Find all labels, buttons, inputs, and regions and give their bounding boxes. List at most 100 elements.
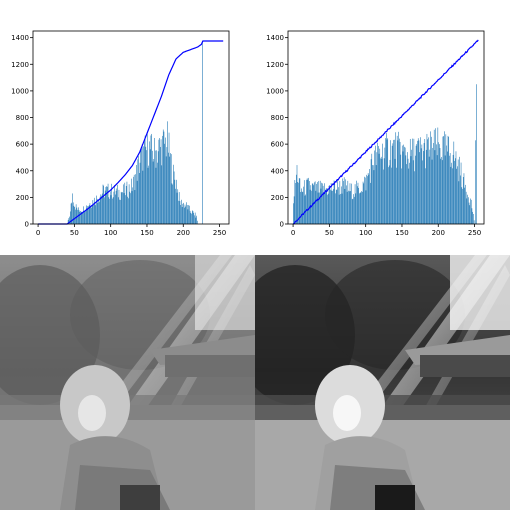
histogram-bar-53	[76, 207, 78, 224]
histogram-bar-183	[170, 154, 172, 224]
histogram-bar-219	[197, 220, 198, 224]
histogram-bar-97	[363, 183, 365, 224]
histogram-bar-143	[141, 144, 143, 224]
x-tick-label: 200	[177, 229, 190, 237]
histogram-bar-86	[355, 193, 357, 224]
y-tick-label: 1000	[266, 87, 284, 95]
histogram-bar-182	[425, 168, 426, 224]
histogram-bar-243	[469, 205, 471, 224]
histogram-bar-144	[397, 140, 399, 224]
histogram-bar-59	[335, 189, 337, 224]
histogram-bar-162	[155, 167, 157, 224]
histogram-bar-151	[147, 167, 149, 224]
histogram-bar-247	[472, 211, 473, 224]
histogram-bar-197	[436, 144, 437, 224]
x-tick-label: 0	[291, 229, 295, 237]
histogram-bar-197	[181, 199, 182, 224]
histogram-bar-18	[306, 179, 307, 224]
histogram-bar-67	[341, 193, 343, 224]
histogram-bar-123	[127, 196, 128, 224]
histogram-bar-210	[445, 134, 447, 224]
histogram-bar-176	[420, 148, 422, 224]
histogram-bar-223	[454, 158, 456, 224]
x-tick-label: 250	[213, 229, 226, 237]
x-tick-label: 100	[359, 229, 372, 237]
histogram-bar-201	[438, 144, 440, 224]
histogram-bar-178	[422, 160, 423, 224]
histogram-bar-97	[108, 197, 110, 224]
histogram-bar-79	[95, 205, 97, 224]
histogram-bar-75	[92, 200, 94, 224]
histogram-bar-61	[337, 180, 338, 224]
histogram-bar-204	[441, 157, 442, 224]
histogram-bar-76	[348, 190, 349, 224]
histogram-bar-227	[457, 159, 459, 224]
histogram-bar-186	[173, 164, 174, 224]
histogram-bar-205	[441, 160, 443, 224]
histogram-bar-51	[330, 189, 331, 224]
histogram-bar-202	[439, 148, 441, 224]
histogram-bar-85	[99, 196, 101, 224]
histogram-bar-151	[402, 151, 404, 224]
histogram-bar-87	[101, 195, 102, 224]
histogram-bar-181	[424, 139, 426, 224]
histogram-bar-43	[324, 183, 325, 224]
histogram-bar-188	[429, 149, 431, 224]
histogram-bar-59	[80, 211, 82, 224]
histogram-bar-184	[171, 183, 173, 224]
histogram-bar-102	[112, 198, 113, 224]
histogram-bar-13	[302, 192, 304, 224]
histogram-bar-40	[322, 183, 323, 224]
histogram-bar-86	[100, 194, 102, 224]
histogram-bar-208	[189, 205, 190, 224]
histogram-bar-57	[79, 211, 81, 224]
histogram-bar-68	[87, 206, 89, 224]
histogram-bar-92	[104, 190, 106, 224]
histogram-bar-211	[446, 145, 447, 224]
histogram-bar-82	[352, 198, 354, 224]
histogram-bar-43	[69, 216, 70, 224]
histogram-bar-130	[132, 187, 134, 224]
histogram-bar-110	[372, 165, 374, 224]
histogram-bar-19	[306, 178, 308, 224]
histogram-bar-42	[323, 193, 325, 224]
histogram-bar-234	[462, 177, 464, 224]
histogram-bar-153	[149, 141, 150, 224]
histogram-bar-147	[144, 135, 146, 224]
histogram-bar-159	[153, 159, 155, 224]
histogram-bar-48	[327, 193, 329, 224]
histogram-bar-72	[90, 206, 91, 224]
histogram-bar-134	[135, 174, 136, 224]
histogram-bar-4	[295, 174, 297, 224]
histogram-bar-126	[384, 147, 386, 224]
histogram-bar-72	[345, 179, 346, 224]
histogram-bar-168	[160, 146, 161, 224]
histogram-bar-115	[376, 152, 378, 224]
histogram-bar-168	[415, 155, 416, 224]
histogram-bar-20	[307, 179, 309, 224]
histogram-bar-96	[107, 183, 109, 224]
histogram-bar-192	[432, 147, 434, 224]
histogram-bar-76	[93, 204, 94, 224]
histogram-bar-68	[342, 178, 344, 224]
histogram-bar-112	[119, 199, 120, 224]
histogram-bar-189	[430, 131, 431, 224]
histogram-bar-100	[365, 190, 367, 224]
histogram-bar-103	[367, 173, 369, 224]
x-tick-label: 200	[432, 229, 445, 237]
histogram-bar-129	[386, 139, 388, 224]
histogram-bar-174	[164, 143, 165, 224]
histogram-bar-213	[447, 135, 449, 224]
histogram-bar-55	[333, 189, 334, 224]
histogram-bar-66	[85, 205, 87, 224]
histogram-bar-226	[457, 166, 458, 224]
histogram-bar-78	[349, 183, 351, 224]
histogram-bar-45	[70, 203, 72, 224]
histogram-bar-173	[418, 140, 420, 224]
histogram-bar-52	[330, 182, 332, 224]
histogram-bar-50	[329, 185, 330, 224]
x-tick-label: 250	[468, 229, 481, 237]
histogram-bar-44	[70, 211, 71, 224]
histogram-bar-108	[371, 153, 373, 224]
histogram-bar-170	[416, 144, 418, 224]
